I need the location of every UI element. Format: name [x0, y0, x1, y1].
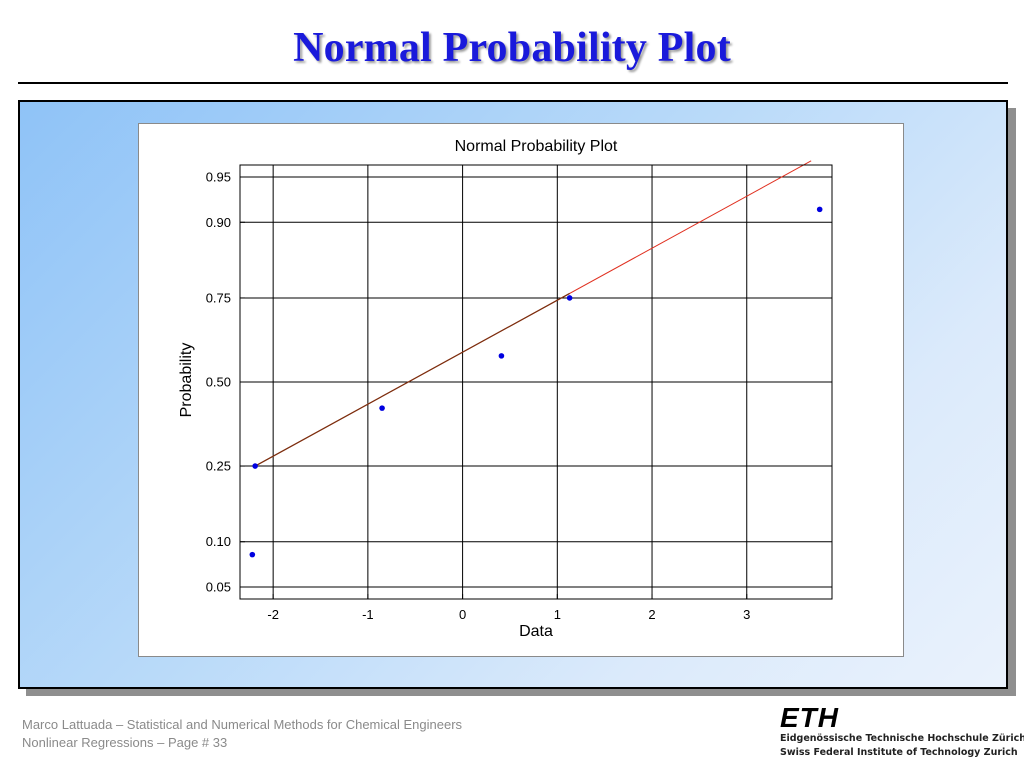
data-point [566, 295, 573, 301]
footer: Marco Lattuada – Statistical and Numeric… [22, 716, 462, 752]
x-tick-label: -1 [362, 607, 374, 622]
chart-title: Normal Probability Plot [455, 138, 618, 155]
y-axis-label: Probability [178, 343, 195, 418]
x-tick-label: 2 [648, 607, 655, 622]
data-point [498, 353, 505, 359]
y-tick-label: 0.05 [206, 580, 231, 595]
y-tick-label: 0.50 [206, 375, 231, 390]
ticks: -2 -1 0 1 2 3 0.05 0.10 0.25 0.50 0.75 0.90 0.95 [206, 170, 751, 623]
eth-wordmark: ETH [780, 702, 839, 733]
data-point [249, 551, 256, 558]
y-tick-label: 0.95 [206, 170, 231, 185]
fit-line-group [254, 160, 812, 467]
fit-line-segment [254, 292, 570, 467]
eth-name-german: Eidgenössische Technische Hochschule Zür… [780, 733, 1024, 744]
y-tick-label: 0.10 [206, 534, 231, 549]
footer-page-line: Nonlinear Regressions – Page # 33 [22, 735, 228, 750]
y-tick-label: 0.25 [206, 459, 231, 474]
data-point [379, 405, 385, 411]
eth-name-english: Swiss Federal Institute of Technology Zu… [780, 747, 1018, 758]
x-tick-label: 3 [743, 607, 750, 622]
slide-title: Normal Probability Plot [293, 25, 731, 71]
y-tick-label: 0.75 [206, 290, 231, 305]
y-tick-label: 0.90 [206, 215, 231, 230]
data-point [816, 206, 823, 213]
figure-window: -2 -1 0 1 2 3 0.05 0.10 0.25 0.50 0.75 0.90 0.95 Nor… [138, 123, 904, 657]
data-points [249, 206, 823, 558]
x-tick-label: 0 [459, 607, 466, 622]
x-tick-label: -2 [267, 607, 279, 622]
grid [240, 165, 832, 599]
eth-logo: ETH Eidgenössische Technische Hochschule… [780, 702, 1024, 764]
x-axis-label: Data [519, 623, 553, 640]
footer-course-line: Marco Lattuada – Statistical and Numeric… [22, 717, 463, 732]
x-tick-label: 1 [554, 607, 561, 622]
normal-probability-chart: -2 -1 0 1 2 3 0.05 0.10 0.25 0.50 0.75 0.90 0.95 Nor… [178, 138, 833, 640]
title-divider [18, 82, 1008, 84]
data-point [252, 463, 258, 469]
